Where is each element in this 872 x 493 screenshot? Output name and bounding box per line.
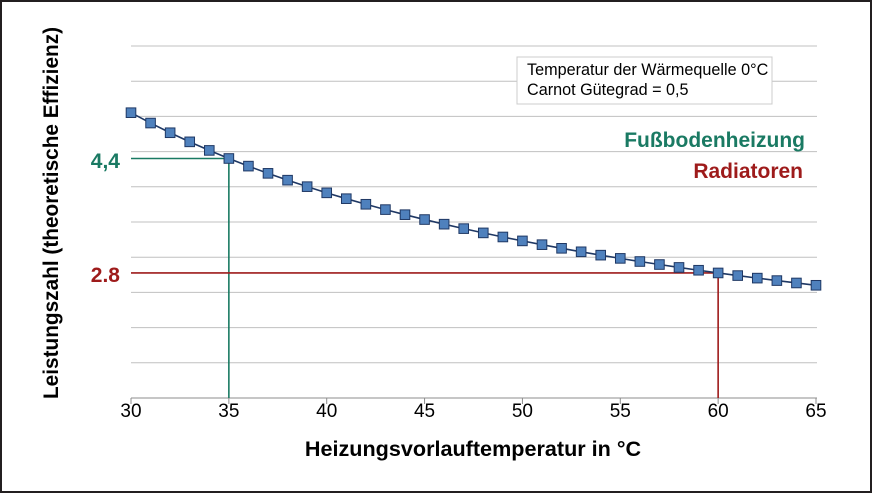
svg-text:Leistungszahl (theoretische Ef: Leistungszahl (theoretische Effizienz) [40, 27, 63, 399]
svg-text:50: 50 [512, 401, 533, 422]
svg-text:Radiatoren: Radiatoren [693, 160, 803, 183]
svg-text:Temperatur der Wärmequelle 0°C: Temperatur der Wärmequelle 0°C [527, 61, 769, 79]
svg-text:Heizungsvorlauftemperatur in °: Heizungsvorlauftemperatur in °C [305, 436, 641, 461]
svg-text:30: 30 [120, 401, 141, 422]
svg-text:2.8: 2.8 [91, 264, 121, 287]
svg-text:4,4: 4,4 [91, 150, 121, 173]
svg-text:Fußbodenheizung: Fußbodenheizung [624, 129, 805, 152]
svg-text:Carnot Gütegrad = 0,5: Carnot Gütegrad = 0,5 [527, 81, 689, 99]
svg-text:65: 65 [805, 401, 826, 422]
svg-text:40: 40 [316, 401, 337, 422]
svg-text:45: 45 [414, 401, 435, 422]
svg-text:60: 60 [708, 401, 729, 422]
svg-text:55: 55 [610, 401, 631, 422]
svg-text:35: 35 [218, 401, 239, 422]
